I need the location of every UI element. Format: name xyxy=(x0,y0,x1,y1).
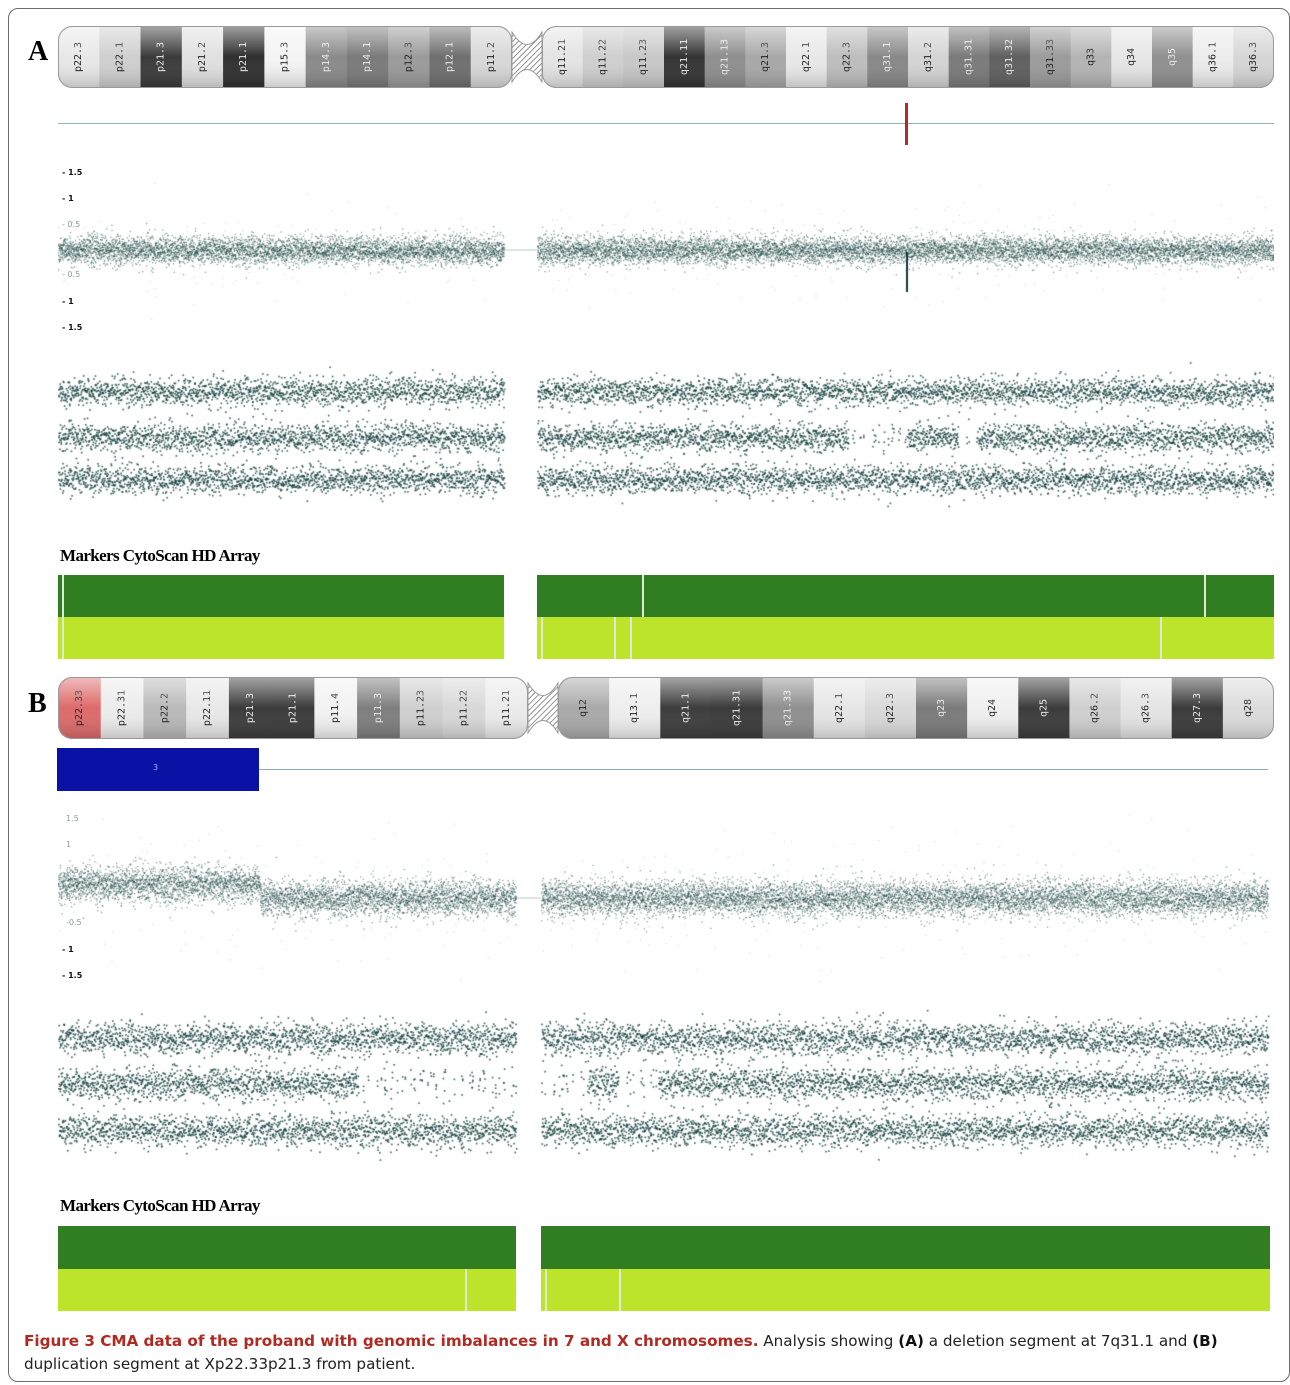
allele-peaks-plot-a xyxy=(58,355,1274,520)
ytick: - 0.5 xyxy=(62,220,81,229)
centromere xyxy=(527,681,559,735)
event-track-b xyxy=(58,769,1268,770)
ytick: - 1 xyxy=(62,194,74,203)
marker-gap xyxy=(545,1269,547,1311)
caption-ref-b: (B) xyxy=(1192,1332,1218,1350)
caption-text: a deletion segment at 7q31.1 and xyxy=(923,1332,1193,1350)
log2-ratio-plot-b xyxy=(58,810,1274,990)
allele-peaks-plot-b xyxy=(58,1003,1274,1168)
log2-ratio-plot-a xyxy=(58,160,1274,340)
ytick: - 1.5 xyxy=(62,323,83,332)
chromosome-x-ideogram: p22.33p22.31p22.2p22.11p21.3p21.1p11.4p1… xyxy=(58,677,1274,739)
figure-caption: Figure 3 CMA data of the proband with ge… xyxy=(24,1330,1280,1376)
ytick: - 0 xyxy=(62,245,73,254)
marker-gap xyxy=(1160,617,1162,659)
marker-bar-dark-a-p xyxy=(58,575,504,617)
ytick: 1 xyxy=(66,840,72,849)
duplication-segment: 3 xyxy=(57,748,259,791)
caption-label: Figure 3 CMA data of the proband with ge… xyxy=(24,1332,759,1350)
marker-bar-light-b-p xyxy=(58,1269,516,1311)
panel-a-label: A xyxy=(28,36,49,67)
markers-title-b: Markers CytoScan HD Array xyxy=(60,1196,260,1215)
ytick: - 1 xyxy=(62,297,74,306)
ytick: - 1.5 xyxy=(62,168,83,177)
marker-gap xyxy=(614,617,616,659)
caption-text: Analysis showing xyxy=(758,1332,899,1350)
ytick: - 1 xyxy=(62,945,74,954)
ytick: 0 xyxy=(66,892,72,901)
ytick: - 0.5 xyxy=(62,270,81,279)
marker-bar-dark-b-p xyxy=(58,1226,516,1269)
centromere xyxy=(511,30,543,84)
ytick: - 1.5 xyxy=(62,971,83,980)
marker-bar-dark-a-q xyxy=(537,575,1274,617)
marker-bar-light-a-p xyxy=(58,617,504,659)
marker-gap xyxy=(62,575,64,659)
marker-gap xyxy=(630,617,632,659)
marker-gap xyxy=(642,575,644,617)
marker-gap xyxy=(541,617,543,659)
markers-title-a: Markers CytoScan HD Array xyxy=(60,546,260,565)
deletion-marker xyxy=(905,103,908,145)
marker-gap xyxy=(1204,575,1206,617)
caption-ref-a: (A) xyxy=(898,1332,924,1350)
caption-text: duplication segment at Xp22.33p21.3 from… xyxy=(24,1355,416,1373)
panel-b-label: B xyxy=(28,688,47,719)
ytick: -0.5 xyxy=(66,918,82,927)
ytick: 1.5 xyxy=(66,814,79,823)
marker-bar-light-b-q xyxy=(541,1269,1270,1311)
marker-bar-light-a-q xyxy=(537,617,1274,659)
event-track-a xyxy=(58,123,1274,124)
duplication-copy-number: 3 xyxy=(153,763,159,772)
marker-gap xyxy=(619,1269,621,1311)
ytick: 0.5 xyxy=(66,866,79,875)
marker-gap xyxy=(465,1269,467,1311)
chromosome-7-ideogram: p22.3p22.1p21.3p21.2p21.1p15.3p14.3p14.1… xyxy=(58,26,1274,88)
marker-bar-dark-b-q xyxy=(541,1226,1270,1269)
